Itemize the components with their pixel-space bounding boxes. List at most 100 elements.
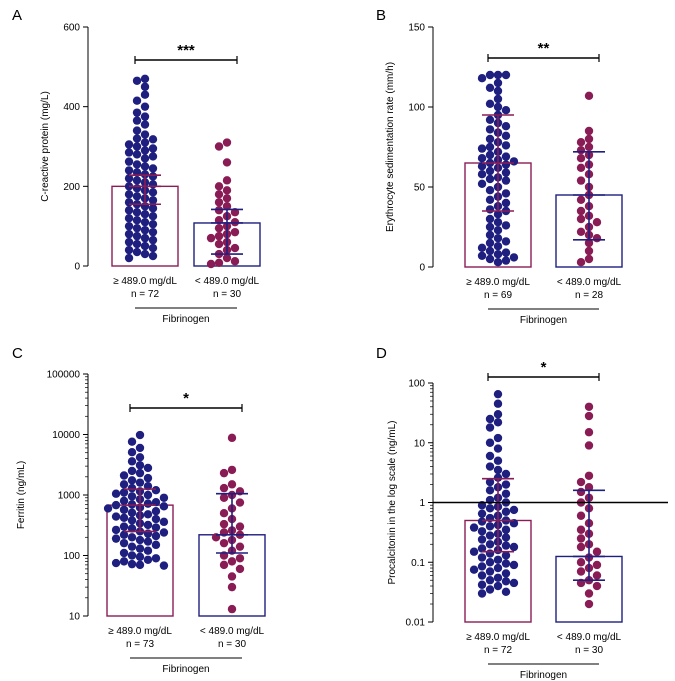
data-point: [501, 559, 511, 568]
data-point: [140, 82, 150, 91]
data-point: [140, 233, 150, 243]
y-axis-title: Ferritin (ng/mL): [16, 461, 27, 529]
data-point: [485, 576, 495, 585]
data-point: [501, 152, 511, 161]
data-point: [584, 142, 594, 152]
data-point: [135, 443, 145, 453]
data-point: [124, 166, 134, 175]
data-point: [132, 176, 142, 185]
data-point: [127, 542, 137, 551]
data-point: [143, 473, 153, 483]
data-point: [501, 221, 511, 230]
data-point: [493, 250, 503, 259]
data-point: [140, 146, 150, 155]
data-point: [135, 552, 145, 562]
data-point: [103, 504, 113, 513]
data-point: [140, 162, 150, 171]
data-point: [111, 525, 121, 535]
data-point: [143, 537, 153, 546]
data-point: [477, 571, 487, 580]
significance-label: **: [538, 40, 550, 57]
data-point: [124, 140, 134, 149]
data-point: [148, 188, 158, 197]
data-point: [592, 547, 602, 556]
data-point: [124, 229, 134, 239]
data-point: [151, 531, 161, 541]
data-point: [493, 218, 503, 227]
category-n-label: n = 30: [218, 639, 247, 650]
data-point: [143, 463, 153, 473]
data-point: [576, 195, 586, 204]
data-point: [148, 251, 158, 261]
data-point: [501, 507, 511, 516]
category-label: < 489.0 mg/dL: [557, 277, 622, 288]
chart-panel-a: A 0 200 400 600 C-reactive protein (mg/L) ≥ 48…: [12, 7, 261, 325]
data-point: [584, 589, 594, 598]
data-point: [222, 176, 232, 185]
significance-label: *: [183, 390, 189, 407]
data-point: [501, 168, 511, 177]
group-label: Fibrinogen: [162, 664, 209, 675]
y-tick-label: 100: [408, 379, 425, 390]
data-point: [485, 238, 495, 248]
data-point: [119, 557, 129, 566]
data-point: [576, 154, 586, 163]
data-point: [140, 138, 150, 147]
data-point: [148, 235, 158, 245]
data-point: [493, 444, 503, 453]
category-label: < 489.0 mg/dL: [195, 276, 260, 287]
data-point: [140, 249, 150, 259]
data-point: [222, 138, 232, 147]
data-point: [576, 176, 586, 185]
data-point: [485, 174, 495, 184]
data-point: [493, 226, 503, 235]
data-point: [140, 102, 150, 111]
data-point: [485, 254, 495, 264]
data-point: [509, 542, 519, 552]
data-point: [493, 418, 503, 427]
data-point: [501, 569, 511, 578]
data-point: [493, 242, 503, 251]
data-point: [485, 246, 495, 256]
data-point: [576, 487, 586, 497]
data-point: [151, 514, 161, 524]
data-point: [576, 146, 586, 155]
data-point: [493, 410, 503, 419]
data-point: [140, 225, 150, 235]
data-point: [576, 534, 586, 543]
category-label: ≥ 489.0 mg/dL: [466, 277, 530, 288]
data-point: [206, 259, 216, 269]
group-label: Fibrinogen: [520, 315, 567, 326]
data-point: [584, 246, 594, 256]
data-point: [576, 163, 586, 172]
data-point: [135, 461, 145, 470]
y-tick-label: 600: [63, 23, 80, 34]
group-label: Fibrinogen: [162, 314, 209, 325]
y-tick-label: 200: [63, 182, 80, 193]
data-point: [485, 585, 495, 594]
y-tick-label: 0: [74, 262, 80, 273]
category-n-label: n = 72: [131, 289, 160, 300]
data-point: [148, 135, 158, 144]
data-point: [493, 86, 503, 96]
data-point: [477, 509, 487, 518]
data-point: [127, 492, 137, 501]
panel-letter: A: [12, 7, 22, 24]
data-point: [127, 466, 137, 476]
data-point: [501, 160, 511, 169]
y-tick-label: 50: [414, 183, 426, 194]
data-point: [227, 480, 237, 489]
data-point: [501, 525, 511, 534]
data-point: [477, 562, 487, 571]
data-point: [493, 456, 503, 465]
data-point: [477, 251, 487, 260]
y-tick-label: 10: [414, 438, 426, 449]
data-point: [485, 423, 495, 432]
data-point: [159, 517, 169, 527]
data-point: [151, 554, 161, 563]
data-point: [485, 486, 495, 495]
data-point: [140, 90, 150, 99]
data-point: [469, 547, 479, 556]
category-label: ≥ 489.0 mg/dL: [113, 276, 177, 287]
